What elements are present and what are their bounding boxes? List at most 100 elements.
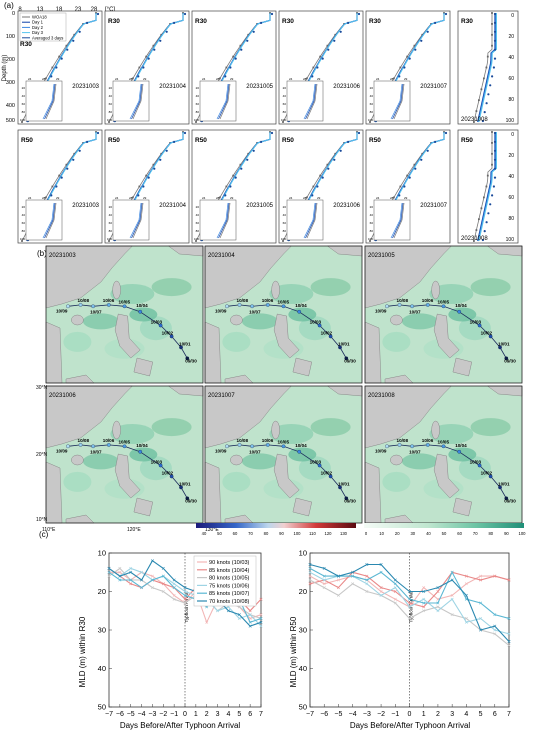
woa18-marker (475, 229, 478, 231)
typhoon-track (67, 444, 188, 499)
inset-x-tick: 29 (143, 196, 147, 200)
woa18-marker (406, 174, 409, 177)
mld-point (308, 578, 312, 582)
land-mainland (364, 385, 452, 449)
woa18-marker (483, 77, 485, 80)
row-label: R30 (461, 18, 473, 25)
track-point (425, 443, 430, 447)
profile-panel: 20 40 60 80 100 24 28 29 20231006 R50 (278, 129, 364, 244)
row-label: R30 (20, 41, 32, 48)
ocean-patch (470, 278, 511, 297)
legend-label: Day 3 (32, 30, 44, 35)
inset-frame (286, 199, 324, 241)
track-point (397, 303, 402, 307)
woa18-marker (392, 196, 395, 199)
mld-legend-label: 75 knots (10/06) (209, 583, 250, 589)
woa18-marker (218, 77, 221, 80)
track-point (457, 449, 462, 454)
x-tick-label: −1 (391, 711, 399, 718)
avg-marker (493, 12, 497, 16)
inset-y-tick: 40 (283, 213, 287, 217)
mld-point (365, 589, 369, 594)
inset-line (393, 83, 405, 120)
colorbar-tick: 40 (202, 531, 207, 536)
inset-x-tick: 29 (404, 77, 408, 81)
mld-point (422, 605, 426, 609)
mld-point (407, 597, 412, 601)
track-label: 10/09 (375, 308, 387, 313)
woa18-marker (282, 121, 284, 123)
inset-x-tick: 24 (202, 196, 206, 200)
track-label: 10/03 (151, 459, 163, 464)
avg-marker (487, 93, 490, 96)
avg-marker (434, 21, 437, 24)
x-tick-label: 7 (259, 711, 263, 718)
profile-y-tick: 80 (508, 216, 514, 222)
avg-marker (339, 149, 342, 152)
inset-frame (112, 80, 150, 122)
colorbar-tick: 100 (519, 531, 527, 536)
track-point (441, 304, 446, 309)
track-point (78, 303, 83, 307)
profile-x-tick: 28 (91, 7, 98, 13)
track-label: 10/04 (455, 443, 467, 448)
woa18-marker (491, 131, 493, 133)
avg-marker (493, 131, 497, 135)
track-label: 10/07 (409, 449, 421, 454)
inset-y-tick: 100 (368, 237, 373, 241)
inset-y-tick: 80 (109, 110, 113, 114)
mld-point (183, 589, 187, 594)
mld-point (161, 574, 165, 578)
land-taiwan (271, 420, 280, 440)
mld-point (248, 624, 252, 628)
avg-marker (398, 194, 401, 197)
woa18-marker (334, 152, 337, 155)
map-frame (45, 245, 204, 384)
x-tick-label: 2 (205, 711, 209, 718)
track-label: 10/06 (103, 298, 115, 303)
inset-y-tick: 80 (283, 110, 287, 114)
inset-y-tick: 60 (22, 221, 26, 225)
track-point (457, 309, 462, 314)
mld-point (450, 593, 454, 597)
mld-point (464, 620, 468, 624)
track-point (317, 463, 322, 468)
mld-point (259, 597, 263, 601)
land-mindanao (133, 357, 154, 377)
mld-legend-box (193, 555, 257, 607)
inset-y-tick: 60 (196, 102, 200, 106)
colorbar-tick: 80 (488, 531, 493, 536)
mld-point (259, 616, 263, 620)
track-label: 09/30 (185, 358, 197, 363)
ocean-patch (288, 307, 317, 322)
woa18-marker (138, 66, 141, 69)
mld-point (336, 574, 340, 578)
inset-line (132, 202, 144, 239)
avg-marker (311, 75, 314, 78)
inset-y-tick: 40 (196, 213, 200, 217)
inset-y-tick: 80 (283, 229, 287, 233)
avg-marker (493, 158, 497, 161)
ocean-patch (241, 453, 278, 470)
mld-point (336, 593, 340, 597)
mld-point (436, 589, 440, 594)
track-label: 10/04 (455, 303, 467, 308)
row-label: R30 (108, 18, 120, 25)
inset-y-tick: 80 (196, 110, 200, 114)
woa18-marker (369, 240, 371, 242)
mld-point (183, 586, 187, 590)
track-point (169, 334, 174, 339)
avg-marker (60, 176, 63, 179)
mld-point (507, 616, 511, 620)
mld-point (422, 586, 426, 590)
typhoon-arrival-label: Typhoon Arrival (184, 592, 189, 623)
avg-marker (493, 48, 497, 51)
mld-point (365, 574, 369, 578)
avg-marker (173, 21, 176, 24)
mld-point (336, 578, 340, 582)
mld-point (422, 609, 426, 613)
woa18-marker (473, 121, 475, 123)
ocean-patch (82, 313, 119, 330)
woa18-marker (138, 185, 141, 188)
land-philippines (273, 313, 300, 359)
